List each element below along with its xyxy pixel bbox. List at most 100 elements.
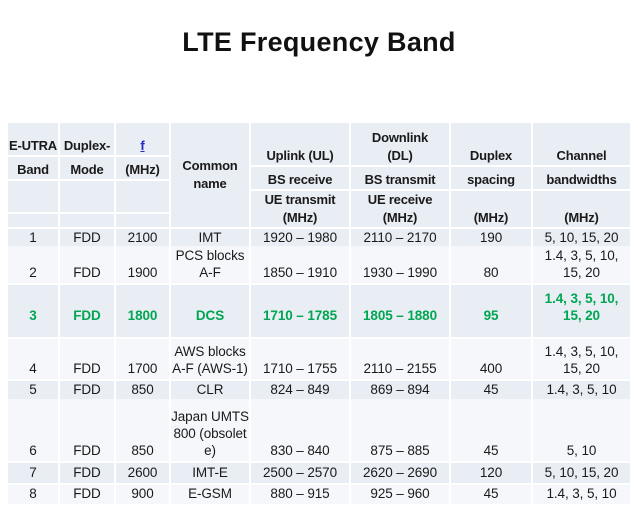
header-label: (MHz) [382, 210, 418, 225]
cell-common: E-GSM [171, 485, 249, 504]
cell-f: 850 [116, 399, 169, 461]
cell-mode: FDD [60, 463, 114, 483]
cell-band: 7 [8, 463, 58, 483]
cell-bw: 1.4, 3, 5, 10 [533, 381, 630, 400]
cell-ul: 1710 – 1785 [251, 285, 349, 337]
cell-mode: FDD [60, 485, 114, 504]
header-label: Band [17, 162, 49, 177]
header-segment: Uplink (UL) [251, 123, 349, 165]
cell-bw: 1.4, 3, 5, 10, 15, 20 [533, 339, 630, 379]
cell-dl: 2110 – 2155 [351, 339, 449, 379]
table-row-band-2: 2 FDD 1900 PCS blocks A-F 1850 – 1910 1930 – … [8, 246, 630, 283]
header-segment [8, 212, 58, 227]
cell-band: 1 [8, 229, 58, 248]
header-cell-common: Common name [171, 123, 249, 227]
header-label: UE transmit [264, 192, 336, 207]
table-row-band-3: 3 FDD 1800 DCS 1710 – 1785 1805 – 1880 95 1.4, … [8, 285, 630, 337]
header-cell-bandwidths: Channel bandwidths (MHz) [533, 123, 630, 227]
header-label: (MHz) [473, 210, 509, 225]
header-segment: BS transmit [351, 165, 449, 189]
header-cell-spacing: Duplex spacing (MHz) [451, 123, 531, 227]
cell-bw: 5, 10, 15, 20 [533, 229, 630, 248]
cell-mode: FDD [60, 285, 114, 337]
lte-frequency-band-table: E-UTRA Band Duplex- Mode f (MHz) Common name Upl… [8, 123, 630, 504]
header-cell-downlink: Downlink (DL) BS transmit UE receive (MHz) [351, 123, 449, 227]
cell-spacing: 45 [451, 399, 531, 461]
cell-common: DCS [171, 285, 249, 337]
header-label: Duplex- [63, 138, 111, 153]
header-segment [60, 212, 114, 227]
header-label: Uplink (UL) [266, 148, 334, 163]
header-segment: Channel [533, 123, 630, 165]
cell-f: 2100 [116, 229, 169, 248]
cell-spacing: 400 [451, 339, 531, 379]
header-segment: Common name [171, 123, 249, 227]
table-header: E-UTRA Band Duplex- Mode f (MHz) Common name Upl… [8, 123, 630, 227]
cell-ul: 824 – 849 [251, 381, 349, 400]
header-segment [116, 212, 169, 227]
cell-ul: 2500 – 2570 [251, 463, 349, 483]
cell-dl: 1805 – 1880 [351, 285, 449, 337]
cell-dl: 869 – 894 [351, 381, 449, 400]
cell-band: 4 [8, 339, 58, 379]
cell-ul: 880 – 915 [251, 485, 349, 504]
cell-f: 850 [116, 381, 169, 400]
cell-common: Japan UMTS 800 (obsolet e) [171, 399, 249, 461]
header-label: UE receive [367, 192, 433, 207]
cell-mode: FDD [60, 399, 114, 461]
cell-f: 1700 [116, 339, 169, 379]
header-label: E-UTRA [9, 138, 57, 153]
cell-band: 6 [8, 399, 58, 461]
cell-common: CLR [171, 381, 249, 400]
cell-dl: 925 – 960 [351, 485, 449, 504]
table-row-band-8: 8 FDD 900 E-GSM 880 – 915 925 – 960 45 1.4, 3, … [8, 485, 630, 504]
cell-f: 1800 [116, 285, 169, 337]
header-label: name [193, 176, 227, 191]
cell-common: IMT-E [171, 463, 249, 483]
header-label: spacing [467, 172, 515, 187]
header-segment: (MHz) [116, 155, 169, 179]
cell-common: IMT [171, 229, 249, 248]
table-body: 1 FDD 2100 IMT 1920 – 1980 2110 – 2170 190 5, 1… [8, 229, 630, 504]
header-label: (MHz) [282, 210, 318, 225]
header-segment: UE receive (MHz) [351, 189, 449, 227]
header-segment: Downlink (DL) [351, 123, 449, 165]
cell-band: 3 [8, 285, 58, 337]
header-segment: (MHz) [533, 189, 630, 227]
header-segment: BS receive [251, 165, 349, 189]
cell-ul: 1710 – 1755 [251, 339, 349, 379]
cell-spacing: 80 [451, 246, 531, 283]
header-segment: f [116, 123, 169, 155]
slide: LTE Frequency Band E-UTRA Band Duplex- Mode… [0, 27, 638, 506]
header-cell-band: E-UTRA Band [8, 123, 58, 227]
header-cell-f: f (MHz) [116, 123, 169, 227]
header-cell-mode: Duplex- Mode [60, 123, 114, 227]
table-row-band-4: 4 FDD 1700 AWS blocks A-F (AWS-1) 1710 – 175… [8, 339, 630, 379]
page-title: LTE Frequency Band [182, 27, 456, 57]
table-row-band-7: 7 FDD 2600 IMT-E 2500 – 2570 2620 – 2690 120 5,… [8, 463, 630, 483]
cell-spacing: 120 [451, 463, 531, 483]
cell-dl: 1930 – 1990 [351, 246, 449, 283]
f-link[interactable]: f [140, 138, 145, 153]
header-cell-uplink: Uplink (UL) BS receive UE transmit (MHz) [251, 123, 349, 227]
header-segment [116, 179, 169, 212]
cell-f: 1900 [116, 246, 169, 283]
header-segment: bandwidths [533, 165, 630, 189]
cell-common: AWS blocks A-F (AWS-1) [171, 339, 249, 379]
cell-dl: 875 – 885 [351, 399, 449, 461]
cell-bw: 1.4, 3, 5, 10, 15, 20 [533, 246, 630, 283]
cell-spacing: 45 [451, 381, 531, 400]
cell-ul: 830 – 840 [251, 399, 349, 461]
header-label: (DL) [387, 148, 413, 163]
header-label: (MHz) [564, 210, 599, 225]
header-segment: (MHz) [451, 189, 531, 227]
header-segment: UE transmit (MHz) [251, 189, 349, 227]
cell-mode: FDD [60, 381, 114, 400]
cell-bw: 1.4, 3, 5, 10 [533, 485, 630, 504]
cell-spacing: 45 [451, 485, 531, 504]
header-label: (MHz) [125, 162, 160, 177]
cell-common: PCS blocks A-F [171, 246, 249, 283]
header-label: Common [182, 158, 238, 173]
header-segment: E-UTRA [8, 123, 58, 155]
header-label: BS transmit [364, 172, 436, 187]
